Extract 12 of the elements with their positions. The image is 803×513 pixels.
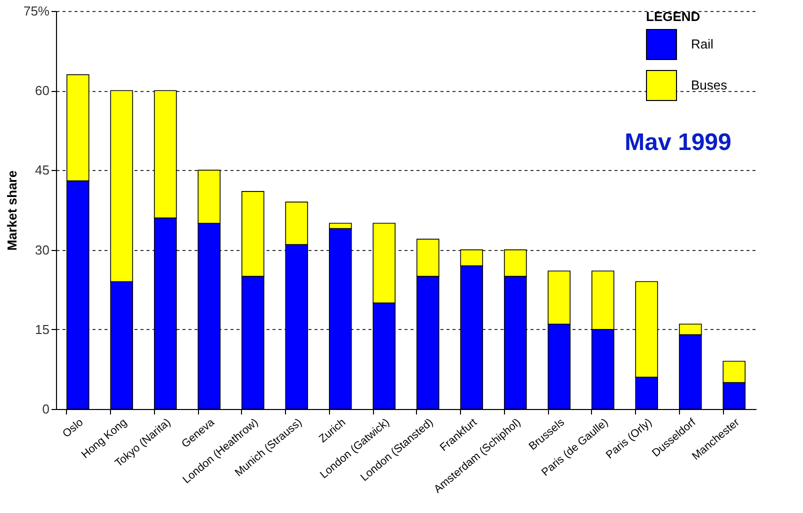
annotation: Mav 1999 [624,129,732,156]
y-tick-label: 75% [23,4,50,18]
legend-label: Buses [691,78,728,92]
y-tick-label: 30 [35,242,50,258]
legend-title: LEGEND [646,9,700,24]
y-tick-label: 15 [35,322,50,337]
y-tick-label: 45 [35,162,50,178]
y-tick-label: 60 [35,83,50,98]
legend-label: Rail [691,36,714,52]
x-tick-label: Oslo [60,416,86,440]
y-axis-title: Market share [4,170,20,251]
y-tick-label: 0 [42,402,50,416]
